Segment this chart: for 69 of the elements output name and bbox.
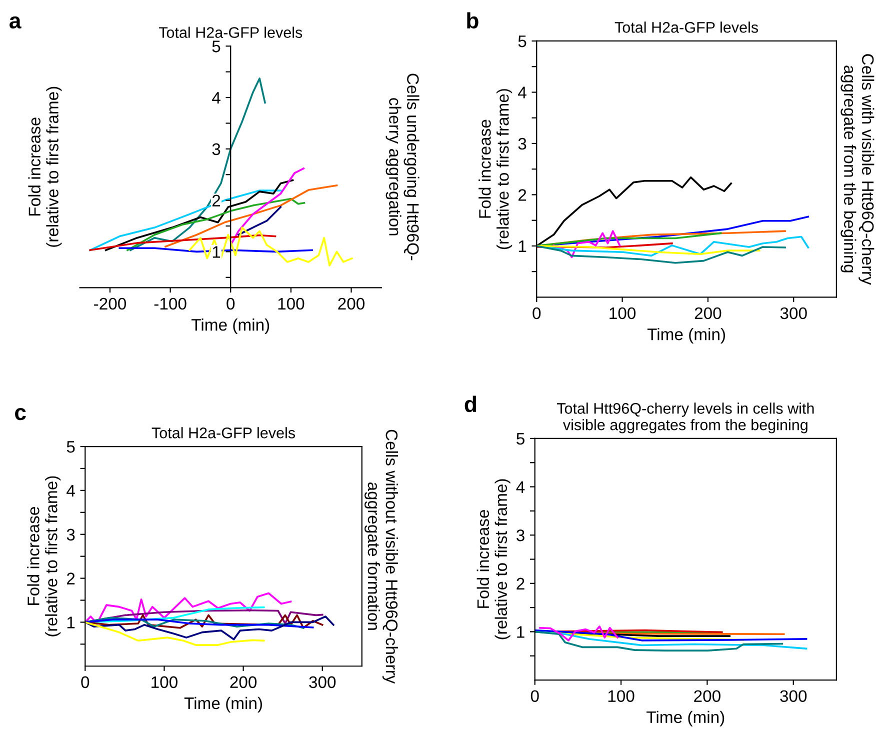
x-tick-label: 200 [230,676,257,688]
x-tick-label: -200 [94,298,126,310]
y-tick-label: 4 [212,92,220,104]
x-tick-label: 200 [338,298,365,310]
line-series [85,616,304,629]
x-axis-title: Time (min) [646,710,724,726]
y-tick-label: 1 [518,240,526,252]
x-axis-title: Time (min) [647,328,726,344]
y-tick-label: 1 [212,246,220,258]
y-tick-label: 2 [516,578,524,590]
x-tick-label: 100 [278,298,304,310]
line-series [85,621,265,646]
y-tick-label: 5 [516,433,524,445]
y-tick-label: 2 [67,572,75,584]
chart-title: Total H2a-GFP levels [158,26,302,38]
line-series [536,245,786,264]
x-tick-label: 300 [780,307,807,320]
x-tick-label: -100 [154,298,186,310]
text: Cells without visible Htt96Q-cherry aggregate formation [364,430,398,684]
x-tick-label: 300 [309,676,336,688]
line-series [552,230,621,258]
chart-title: Total H2a-GFP levels [614,22,758,33]
line-series [188,226,353,266]
y-tick-label: 4 [516,481,525,493]
text: c [15,408,26,420]
x-tick-label: 100 [610,307,636,320]
y-tick-label: 1 [517,626,524,638]
x-tick-label: 200 [694,307,722,320]
chart-title: Total H2a-GFP levels [152,427,296,438]
x-tick-label: 0 [226,298,235,310]
y-tick-label: 3 [516,529,524,542]
x-axis-title: Time (min) [192,318,270,334]
text: Cells undergoing Htt96Q- cherry aggregation [386,74,420,260]
y-tick-label: 3 [66,528,75,541]
y-tick-label: 3 [518,138,526,150]
y-tick-label: 4 [518,86,526,98]
y-tick-label: 4 [66,485,75,496]
x-tick-label: 200 [694,690,720,702]
text: a [10,16,22,29]
line-series [238,206,282,236]
y-axis-title: Fold increase (relative to first frame) [478,89,512,250]
y-tick-label: 2 [212,194,220,206]
x-axis-title: Time (min) [184,696,262,712]
text: Cells with visible Htt96Q-cherry aggregate from the begining [840,54,874,285]
x-tick-label: 0 [81,676,90,688]
line-series [539,625,618,642]
line-series [536,245,760,256]
x-tick-label: 0 [530,690,539,702]
line-series [85,616,334,640]
y-axis-title: Fold increase (relative to first frame) [27,476,61,636]
y-tick-label: 2 [518,189,526,201]
x-tick-label: 100 [152,676,178,688]
line-series [536,230,786,247]
y-tick-label: 5 [518,36,526,48]
line-series [164,184,338,248]
line-series [85,618,314,628]
y-tick-label: 1 [67,616,75,628]
text: d [464,396,476,412]
line-series [230,168,305,244]
y-axis-title: Fold increase (relative to first frame) [476,479,510,640]
x-tick-label: 100 [608,690,634,702]
x-tick-label: 300 [780,690,807,702]
y-tick-label: 3 [212,143,220,156]
y-axis-title: Fold increase (relative to first frame) [28,86,62,247]
y-tick-label: 5 [212,40,220,52]
y-tick-label: 5 [66,441,75,453]
x-tick-label: 0 [532,307,541,320]
text: b [467,12,478,29]
chart-title: Total Htt96Q-cherry levels in cells with visible aggregates from the begining [556,402,814,434]
